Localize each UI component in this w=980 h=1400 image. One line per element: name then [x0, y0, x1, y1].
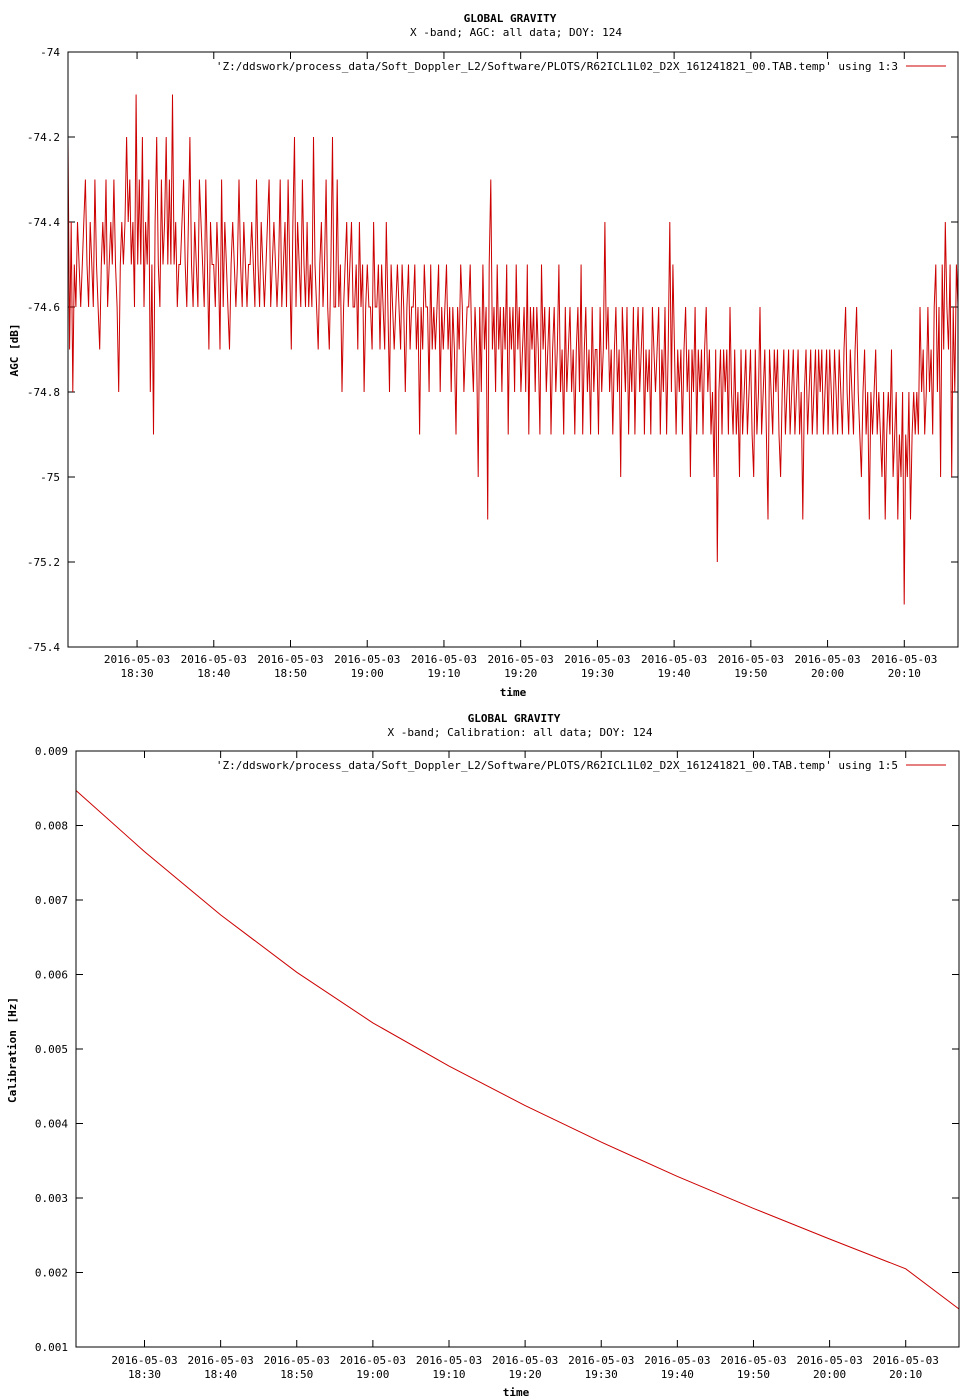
x-tick-date-label: 2016-05-03	[718, 653, 784, 666]
x-tick-date-label: 2016-05-03	[796, 1354, 862, 1367]
chart-agc-tick-marks	[68, 51, 958, 648]
x-tick-date-label: 2016-05-03	[794, 653, 860, 666]
chart-calibration-title: GLOBAL GRAVITY	[468, 712, 561, 725]
chart-agc-series-line	[67, 94, 959, 605]
y-tick-label: -74.2	[27, 131, 60, 144]
x-tick-time-label: 19:50	[734, 667, 767, 680]
y-tick-label: -75.4	[27, 641, 60, 654]
chart-agc-legend-label: 'Z:/ddswork/process_data/Soft_Doppler_L2…	[216, 60, 898, 73]
x-tick-time-label: 18:50	[274, 667, 307, 680]
x-tick-date-label: 2016-05-03	[416, 1354, 482, 1367]
x-tick-time-label: 19:20	[509, 1368, 542, 1381]
chart-agc-subtitle: X -band; AGC: all data; DOY: 124	[410, 26, 622, 39]
y-tick-label: 0.002	[35, 1267, 68, 1280]
x-tick-time-label: 19:40	[658, 667, 691, 680]
chart-calibration-legend-label: 'Z:/ddswork/process_data/Soft_Doppler_L2…	[216, 759, 898, 772]
x-tick-time-label: 19:10	[427, 667, 460, 680]
x-tick-time-label: 19:20	[504, 667, 537, 680]
y-tick-label: 0.003	[35, 1192, 68, 1205]
y-tick-label: 0.005	[35, 1043, 68, 1056]
y-tick-label: -74.8	[27, 386, 60, 399]
x-tick-time-label: 20:00	[813, 1368, 846, 1381]
y-tick-label: -75	[40, 471, 60, 484]
y-tick-label: -75.2	[27, 556, 60, 569]
chart-calibration-tick-marks	[76, 750, 959, 1348]
x-tick-time-label: 18:40	[204, 1368, 237, 1381]
x-tick-time-label: 18:30	[128, 1368, 161, 1381]
x-tick-date-label: 2016-05-03	[257, 653, 323, 666]
x-tick-date-label: 2016-05-03	[644, 1354, 710, 1367]
chart-calibration: GLOBAL GRAVITY X -band; Calibration: all…	[6, 712, 960, 1399]
x-tick-time-label: 18:30	[120, 667, 153, 680]
x-tick-date-label: 2016-05-03	[564, 653, 630, 666]
x-tick-date-label: 2016-05-03	[873, 1354, 939, 1367]
x-tick-time-label: 20:00	[811, 667, 844, 680]
x-tick-time-label: 18:50	[280, 1368, 313, 1381]
chart-calibration-x-tick-labels: 2016-05-0318:302016-05-0318:402016-05-03…	[111, 1354, 938, 1381]
y-tick-label: -74.6	[27, 301, 60, 314]
x-tick-date-label: 2016-05-03	[181, 653, 247, 666]
x-tick-date-label: 2016-05-03	[641, 653, 707, 666]
chart-agc-y-axis-label: AGC [dB]	[8, 324, 21, 377]
x-tick-time-label: 18:40	[197, 667, 230, 680]
x-tick-date-label: 2016-05-03	[264, 1354, 330, 1367]
x-tick-time-label: 19:40	[661, 1368, 694, 1381]
x-tick-date-label: 2016-05-03	[334, 653, 400, 666]
chart-agc: GLOBAL GRAVITY X -band; AGC: all data; D…	[8, 12, 959, 699]
y-tick-label: 0.008	[35, 820, 68, 833]
chart-agc-x-axis-label: time	[500, 686, 527, 699]
x-tick-time-label: 19:00	[351, 667, 384, 680]
y-tick-label: -74.4	[27, 216, 60, 229]
chart-agc-title: GLOBAL GRAVITY	[464, 12, 557, 25]
x-tick-date-label: 2016-05-03	[104, 653, 170, 666]
x-tick-time-label: 19:50	[737, 1368, 770, 1381]
x-tick-date-label: 2016-05-03	[340, 1354, 406, 1367]
x-tick-date-label: 2016-05-03	[488, 653, 554, 666]
x-tick-date-label: 2016-05-03	[871, 653, 937, 666]
y-tick-label: 0.001	[35, 1341, 68, 1354]
x-tick-time-label: 19:10	[432, 1368, 465, 1381]
chart-agc-plot-frame	[67, 51, 959, 648]
x-tick-time-label: 19:30	[581, 667, 614, 680]
x-tick-time-label: 20:10	[888, 667, 921, 680]
y-tick-label: 0.007	[35, 894, 68, 907]
chart-calibration-x-axis-label: time	[503, 1386, 530, 1399]
x-tick-date-label: 2016-05-03	[188, 1354, 254, 1367]
chart-calibration-subtitle: X -band; Calibration: all data; DOY: 124	[388, 726, 653, 739]
x-tick-date-label: 2016-05-03	[111, 1354, 177, 1367]
chart-agc-y-tick-labels: -74 -74.2 -74.4 -74.6 -74.8 -75 -75.2 -75.4	[27, 46, 60, 654]
x-tick-date-label: 2016-05-03	[720, 1354, 786, 1367]
x-tick-date-label: 2016-05-03	[492, 1354, 558, 1367]
x-tick-time-label: 19:00	[356, 1368, 389, 1381]
chart-calibration-y-axis-label: Calibration [Hz]	[6, 997, 19, 1103]
x-tick-date-label: 2016-05-03	[568, 1354, 634, 1367]
y-tick-label: 0.009	[35, 745, 68, 758]
chart-calibration-series-line	[75, 790, 960, 1310]
chart-calibration-y-tick-labels: 0.009 0.008 0.007 0.006 0.005 0.004 0.003 0.002…	[35, 745, 68, 1354]
y-tick-label: -74	[40, 46, 60, 59]
chart-calibration-plot-frame	[75, 750, 960, 1348]
chart-agc-x-tick-labels: 2016-05-0318:302016-05-0318:402016-05-03…	[104, 653, 937, 680]
x-tick-date-label: 2016-05-03	[411, 653, 477, 666]
y-tick-label: 0.004	[35, 1118, 68, 1131]
y-tick-label: 0.006	[35, 969, 68, 982]
x-tick-time-label: 20:10	[889, 1368, 922, 1381]
x-tick-time-label: 19:30	[585, 1368, 618, 1381]
